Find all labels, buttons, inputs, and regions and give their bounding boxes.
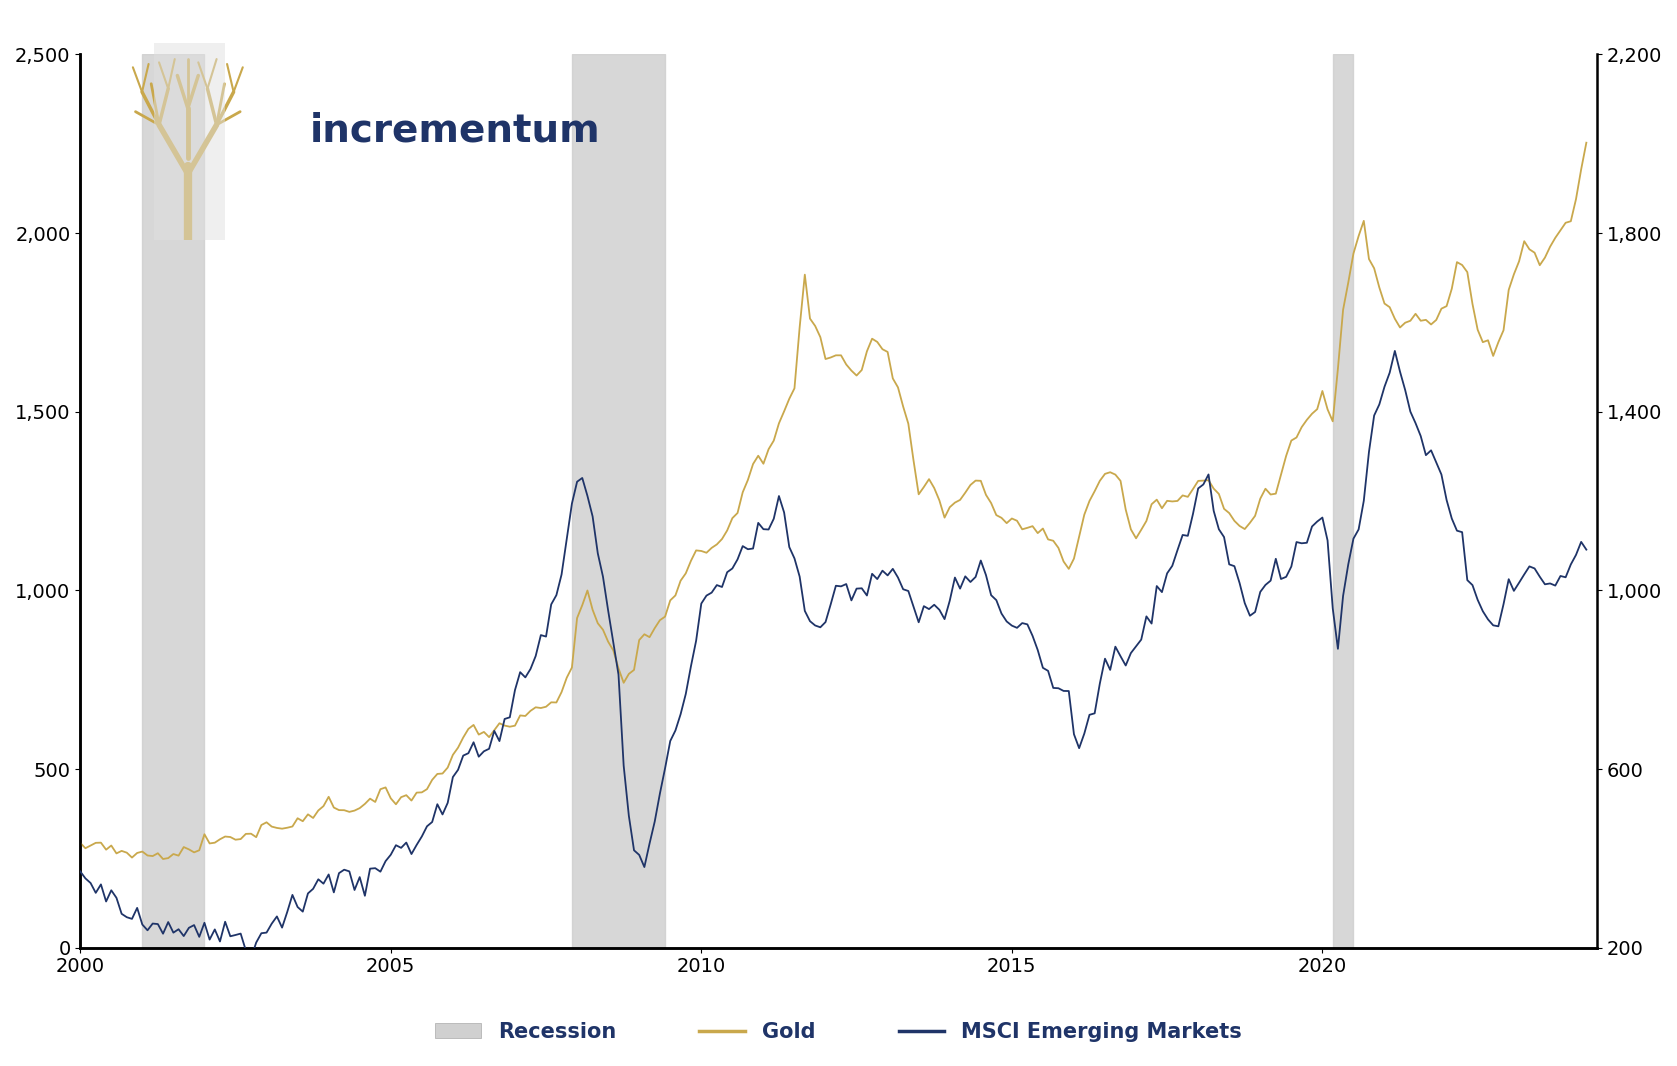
Bar xyxy=(572,54,666,948)
Text: incrementum: incrementum xyxy=(310,112,600,150)
FancyBboxPatch shape xyxy=(154,43,225,240)
Bar xyxy=(143,54,205,948)
Bar xyxy=(1333,54,1353,948)
Legend: Recession, Gold, MSCI Emerging Markets: Recession, Gold, MSCI Emerging Markets xyxy=(428,1014,1249,1050)
